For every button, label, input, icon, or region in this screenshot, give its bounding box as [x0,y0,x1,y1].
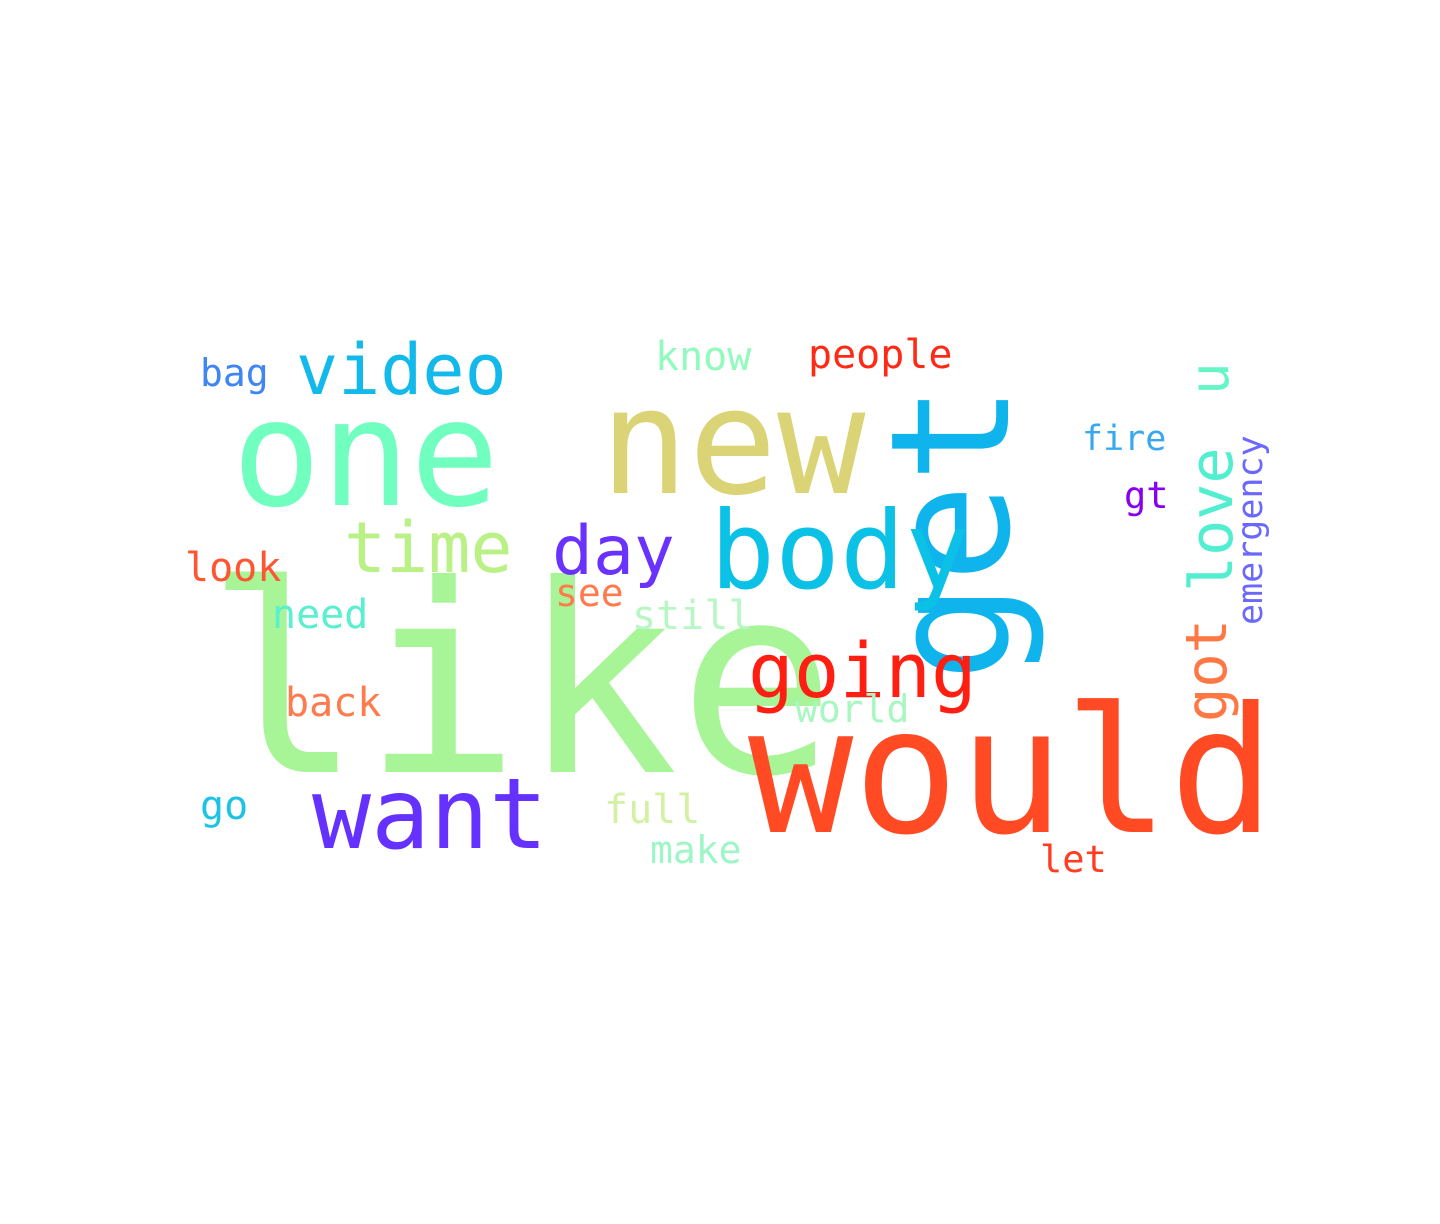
word-world: world [795,687,909,731]
word-still: still [632,593,752,639]
word-got: got [1174,619,1240,722]
word-go: go [200,783,248,829]
word-look: look [185,545,281,591]
word-see: see [555,571,624,615]
word-would: would [748,671,1275,874]
word-bag: bag [200,351,269,395]
word-get: get [855,384,1047,682]
word-make: make [650,828,742,872]
word-back: back [285,680,381,726]
word-u: u [1178,362,1241,395]
word-love: love [1177,448,1247,593]
word-new: new [600,357,866,528]
word-gt: gt [1124,474,1169,517]
word-video: video [296,329,507,411]
word-let: let [1040,838,1107,881]
word-know: know [655,334,752,380]
word-emergency: emergency [1231,435,1271,625]
word-like: like [205,529,836,834]
word-fire: fire [1082,419,1166,459]
word-going: going [748,626,977,715]
word-need: need [272,592,368,638]
word-time: time [344,507,513,589]
word-want: want [312,758,548,872]
word-one: one [232,368,499,540]
word-day: day [552,512,675,591]
word-full: full [604,787,700,833]
word-body: body [710,489,970,614]
word-people: people [808,332,953,378]
